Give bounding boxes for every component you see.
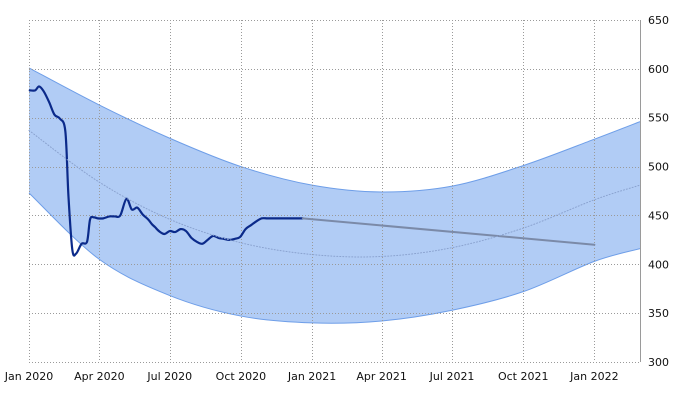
x-tick-label: Oct 2020 — [216, 370, 267, 383]
y-tick-label: 300 — [648, 356, 669, 369]
forecast-band-layer — [28, 67, 641, 324]
price-line — [28, 85, 304, 257]
y-tick-label: 650 — [648, 14, 669, 27]
x-tick-label: Oct 2021 — [498, 370, 549, 383]
x-tick-label: Apr 2020 — [74, 370, 125, 383]
y-tick-label: 500 — [648, 161, 669, 174]
tick-label-layer: 300 350 400 450 500 550 600 650 Jan 2020 Apr 2020… — [4, 14, 669, 383]
x-tick-label: Apr 2021 — [356, 370, 407, 383]
x-tick-label: Jul 2021 — [429, 370, 475, 383]
x-tick-label: Jan 2022 — [569, 370, 618, 383]
y-tick-label: 400 — [648, 258, 669, 271]
y-tick-label: 600 — [648, 63, 669, 76]
x-tick-label: Jan 2020 — [4, 370, 53, 383]
y-tick-label: 350 — [648, 307, 669, 320]
series-layer — [28, 85, 641, 258]
x-tick-label: Jul 2020 — [146, 370, 192, 383]
forecast-band — [29, 67, 640, 324]
y-tick-label: 450 — [648, 209, 669, 222]
forecast-line — [301, 217, 596, 246]
grid-layer — [29, 20, 641, 363]
x-tick-label: Jan 2021 — [287, 370, 336, 383]
forecast-band-upper-edge — [28, 67, 641, 193]
forecast-band-lower-edge — [28, 192, 641, 324]
y-tick-label: 550 — [648, 112, 669, 125]
